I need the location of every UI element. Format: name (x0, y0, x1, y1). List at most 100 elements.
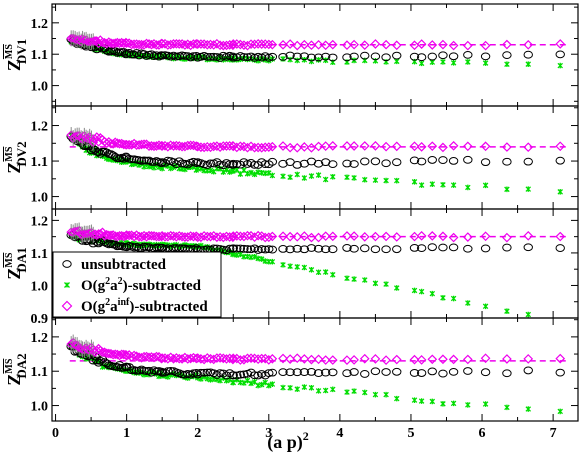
data-point-g2ainf-subtracted (165, 352, 176, 363)
data-point-g2a2-subtracted (315, 172, 322, 178)
series-g2ainf (66, 30, 566, 51)
data-point-g2ainf-subtracted (134, 140, 144, 150)
data-point-g2ainf-subtracted (349, 141, 359, 151)
data-point-g2ainf-subtracted (462, 354, 473, 365)
data-point-g2a2-subtracted (450, 400, 457, 407)
data-point-unsubtracted (320, 158, 331, 167)
data-point-g2a2-subtracted (393, 177, 400, 184)
data-point-g2a2-subtracted (372, 280, 379, 287)
panels: 1.01.11.2ZMSDV11.01.11.2ZMSDV20.91.01.11… (4, 3, 579, 422)
data-point-unsubtracted (427, 367, 437, 376)
data-point-g2ainf-subtracted (438, 142, 448, 153)
data-point-g2ainf-subtracted (124, 139, 134, 150)
data-point-g2ainf-subtracted (502, 39, 512, 50)
data-point-g2ainf-subtracted (267, 141, 278, 152)
data-point-g2ainf-subtracted (157, 353, 168, 363)
legend-marker-g2ainf (61, 300, 73, 312)
data-point-unsubtracted (205, 159, 216, 168)
data-point-unsubtracted (392, 158, 402, 167)
data-point-g2ainf-subtracted (502, 142, 512, 152)
data-point-g2ainf-subtracted (327, 141, 338, 151)
data-point-g2a2-subtracted (351, 175, 357, 181)
data-point-unsubtracted (370, 52, 381, 61)
data-point-g2ainf-subtracted (427, 231, 438, 241)
data-point-g2ainf-subtracted (136, 39, 147, 50)
data-point-g2ainf-subtracted (249, 353, 260, 364)
plot-area (66, 30, 568, 69)
data-point-g2ainf-subtracted (370, 231, 381, 242)
data-point-unsubtracted (129, 50, 139, 59)
data-point-unsubtracted (448, 156, 459, 165)
data-point-g2ainf-subtracted (235, 231, 246, 242)
data-point-g2ainf-subtracted (285, 142, 295, 153)
data-point-unsubtracted (131, 242, 142, 251)
data-point-g2ainf-subtracted (171, 140, 182, 151)
data-point-g2ainf-subtracted (235, 39, 246, 50)
data-point-g2a2-subtracted (504, 186, 510, 193)
data-point-g2a2-subtracted (251, 171, 258, 178)
data-point-g2ainf-subtracted (242, 353, 253, 364)
data-point-g2ainf-subtracted (320, 355, 331, 365)
data-point-g2ainf-subtracted (253, 142, 263, 153)
data-point-g2ainf-subtracted (292, 231, 303, 242)
data-point-g2a2-subtracted (344, 389, 350, 395)
data-point-unsubtracted (463, 367, 473, 375)
data-point-unsubtracted (174, 157, 184, 166)
data-point-g2ainf-subtracted (299, 142, 310, 152)
data-point-g2ainf-subtracted (391, 141, 402, 152)
data-point-g2ainf-subtracted (129, 138, 139, 149)
legend-box (52, 251, 222, 318)
data-point-g2ainf-subtracted (320, 141, 331, 151)
data-point-g2ainf-subtracted (174, 141, 185, 151)
data-point-unsubtracted (209, 52, 219, 61)
data-point-g2ainf-subtracted (480, 141, 491, 152)
data-point-g2a2-subtracted (308, 385, 315, 391)
data-point-unsubtracted (342, 369, 352, 378)
data-point-g2ainf-subtracted (278, 353, 288, 364)
series-g2ainf (66, 222, 566, 243)
data-point-unsubtracted (523, 243, 533, 252)
data-point-unsubtracted (232, 160, 242, 168)
data-point-g2a2-subtracted (344, 275, 350, 282)
data-point-unsubtracted (555, 244, 565, 252)
data-point-unsubtracted (313, 244, 324, 253)
data-point-g2a2-subtracted (465, 59, 471, 65)
data-point-unsubtracted (292, 244, 302, 253)
data-point-g2ainf-subtracted (359, 353, 370, 364)
data-point-g2ainf-subtracted (502, 354, 512, 364)
data-point-unsubtracted (202, 368, 213, 377)
data-point-g2a2-subtracted (465, 184, 471, 191)
data-point-unsubtracted (264, 369, 274, 378)
data-point-g2a2-subtracted (280, 56, 286, 62)
data-point-g2a2-subtracted (280, 173, 286, 180)
data-point-unsubtracted (427, 52, 437, 61)
data-point-g2ainf-subtracted (199, 142, 209, 153)
data-point-g2ainf-subtracted (180, 141, 190, 152)
data-point-g2ainf-subtracted (242, 142, 253, 153)
data-point-unsubtracted (278, 368, 288, 377)
data-point-g2a2-subtracted (465, 402, 471, 408)
data-point-unsubtracted (218, 369, 229, 378)
data-point-g2a2-subtracted (207, 167, 214, 174)
data-point-g2ainf-subtracted (154, 140, 164, 151)
data-point-unsubtracted (196, 368, 206, 377)
data-point-unsubtracted (292, 368, 302, 377)
data-point-g2a2-subtracted (482, 182, 489, 189)
data-point-g2ainf-subtracted (263, 142, 274, 152)
data-point-g2ainf-subtracted (136, 352, 147, 363)
data-point-g2a2-subtracted (361, 277, 368, 283)
data-point-unsubtracted (239, 370, 249, 379)
data-point-unsubtracted (141, 52, 152, 60)
data-point-unsubtracted (285, 245, 295, 254)
data-point-unsubtracted (278, 159, 288, 168)
data-point-unsubtracted (392, 51, 402, 60)
data-point-unsubtracted (191, 51, 201, 60)
data-point-g2ainf-subtracted (246, 353, 256, 364)
x-tick-label: 5 (407, 426, 414, 441)
data-point-g2a2-subtracted (315, 57, 322, 63)
data-point-g2ainf-subtracted (349, 231, 359, 241)
data-point-unsubtracted (349, 160, 359, 168)
y-tick-label: 1.2 (31, 17, 49, 32)
data-point-g2ainf-subtracted (462, 40, 473, 51)
data-point-unsubtracted (370, 367, 381, 376)
